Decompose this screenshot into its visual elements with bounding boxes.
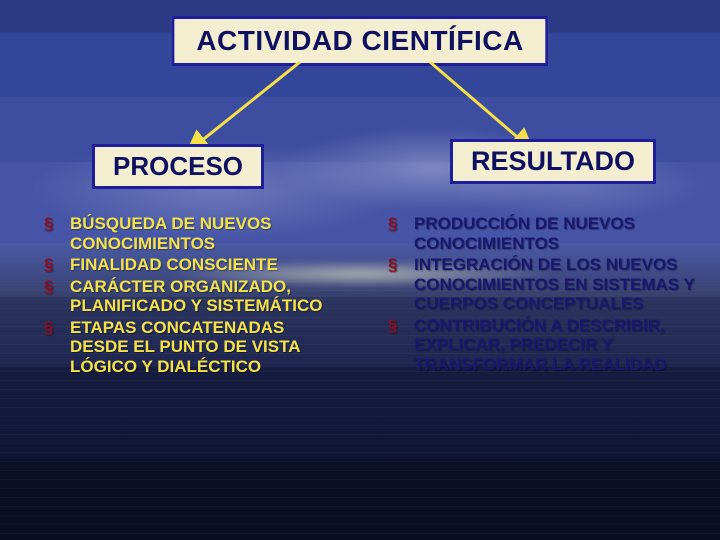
resultado-heading-box: RESULTADO	[450, 139, 656, 184]
main-title-box: ACTIVIDAD CIENTÍFICA	[171, 16, 548, 66]
list-item: PRODUCCIÓN DE NUEVOS CONOCIMIENTOS	[388, 214, 698, 253]
list-item: CONTRIBUCIÓN A DESCRIBIR, EXPLICAR, PRED…	[388, 316, 698, 375]
resultado-column: PRODUCCIÓN DE NUEVOS CONOCIMIENTOSINTEGR…	[388, 214, 698, 376]
list-item: BÚSQUEDA DE NUEVOS CONOCIMIENTOS	[44, 214, 344, 253]
list-item: CARÁCTER ORGANIZADO, PLANIFICADO Y SISTE…	[44, 277, 344, 316]
resultado-heading-text: RESULTADO	[471, 146, 635, 176]
proceso-list: BÚSQUEDA DE NUEVOS CONOCIMIENTOSFINALIDA…	[44, 214, 344, 376]
resultado-list: PRODUCCIÓN DE NUEVOS CONOCIMIENTOSINTEGR…	[388, 214, 698, 374]
list-item: INTEGRACIÓN DE LOS NUEVOS CONOCIMIENTOS …	[388, 255, 698, 314]
proceso-heading-text: PROCESO	[113, 151, 243, 181]
proceso-heading-box: PROCESO	[92, 144, 264, 189]
list-item: FINALIDAD CONSCIENTE	[44, 255, 344, 275]
list-item: ETAPAS CONCATENADAS DESDE EL PUNTO DE VI…	[44, 318, 344, 377]
main-title-text: ACTIVIDAD CIENTÍFICA	[196, 25, 523, 56]
proceso-column: BÚSQUEDA DE NUEVOS CONOCIMIENTOSFINALIDA…	[44, 214, 344, 378]
